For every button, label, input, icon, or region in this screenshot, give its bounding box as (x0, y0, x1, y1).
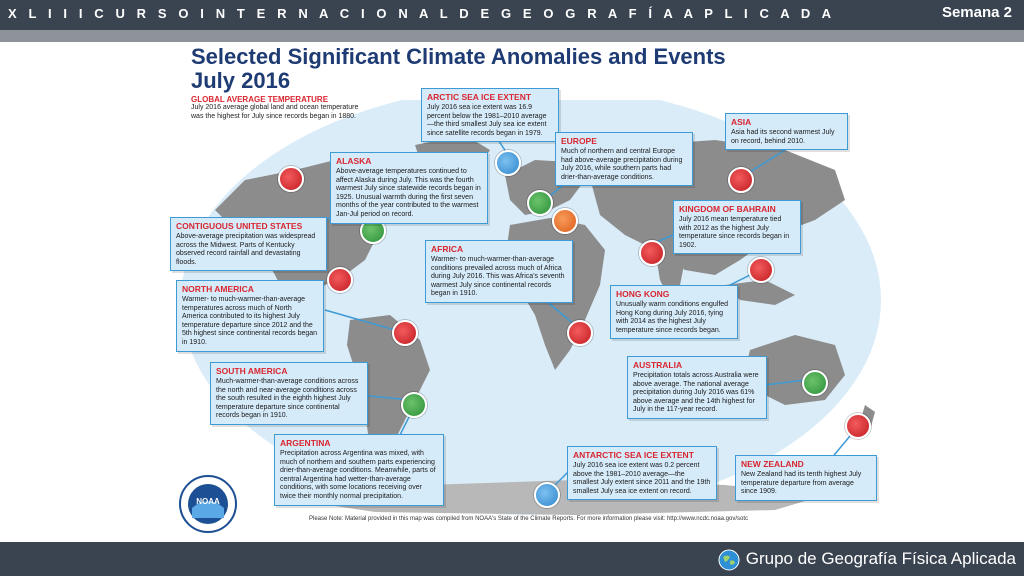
event-heading: NEW ZEALAND (741, 459, 804, 469)
header-strip (0, 30, 1024, 42)
event-body: July 2016 sea ice extent was 0.2 percent… (573, 462, 711, 495)
ice-icon (495, 150, 521, 176)
week-label: Semana 2 (941, 4, 1012, 21)
event-box-hong-kong: HONG KONG Unusually warm conditions engu… (610, 285, 738, 340)
globe-icon (718, 549, 740, 571)
global-temperature-body: July 2016 average global land and ocean … (191, 104, 359, 120)
poster-title: Selected Significant Climate Anomalies a… (191, 44, 726, 69)
event-heading: KINGDOM OF BAHRAIN (679, 204, 776, 214)
event-heading: NORTH AMERICA (182, 284, 254, 294)
event-body: Precipitation totals across Australia we… (633, 372, 759, 414)
event-body: New Zealand had its tenth highest July t… (741, 471, 862, 496)
event-box-asia: ASIA Asia had its second warmest July on… (725, 113, 848, 151)
event-body: Much-warmer-than-average conditions acro… (216, 378, 359, 420)
thermometer-icon (278, 166, 304, 192)
raindrop-icon (401, 392, 427, 418)
event-body: Warmer- to much-warmer-than-average temp… (182, 296, 318, 346)
event-body: Above-average precipitation was widespre… (176, 233, 316, 266)
thermometer-icon (748, 257, 774, 283)
title-bar: X L I I I C U R S O I N T E R N A C I O … (0, 0, 1024, 30)
event-box-arctic: ARCTIC SEA ICE EXTENT July 2016 sea ice … (421, 88, 559, 143)
se-asia-shape (725, 280, 795, 305)
event-box-new-zealand: NEW ZEALAND New Zealand had its tenth hi… (735, 455, 877, 501)
event-box-bahrain: KINGDOM OF BAHRAIN July 2016 mean temper… (673, 200, 801, 255)
global-temperature-note: GLOBAL AVERAGE TEMPERATURE July 2016 ave… (191, 95, 371, 121)
raindrop-icon (802, 370, 828, 396)
event-box-alaska: ALASKA Above-average temperatures contin… (330, 152, 488, 224)
thermometer-icon (728, 167, 754, 193)
event-heading: EUROPE (561, 136, 597, 146)
event-body: Warmer- to much-warmer-than-average cond… (431, 256, 565, 298)
poster-subtitle: July 2016 (191, 68, 291, 93)
event-heading: HONG KONG (616, 289, 670, 299)
footer-bar: Grupo de Geografía Física Aplicada (0, 542, 1024, 576)
event-heading: ARCTIC SEA ICE EXTENT (427, 92, 532, 102)
svg-text:NOAA: NOAA (196, 497, 220, 506)
event-heading: ARGENTINA (280, 438, 331, 448)
event-body: Much of northern and central Europe had … (561, 148, 683, 181)
source-note: Please Note: Material provided in this m… (309, 516, 749, 522)
event-heading: ANTARCTIC SEA ICE EXTENT (573, 450, 694, 460)
event-box-argentina: ARGENTINA Precipitation across Argentina… (274, 434, 444, 506)
thermometer-icon (845, 413, 871, 439)
event-box-south-america: SOUTH AMERICA Much-warmer-than-average c… (210, 362, 368, 425)
course-title: X L I I I C U R S O I N T E R N A C I O … (8, 6, 836, 21)
event-heading: SOUTH AMERICA (216, 366, 288, 376)
event-box-north-america: NORTH AMERICA Warmer- to much-warmer-tha… (176, 280, 324, 352)
group-name: Grupo de Geografía Física Aplicada (745, 549, 1016, 568)
event-body: July 2016 mean temperature tied with 201… (679, 216, 790, 249)
event-body: Above-average temperatures continued to … (336, 168, 481, 218)
thermometer-icon (639, 240, 665, 266)
event-body: Precipitation across Argentina was mixed… (280, 450, 436, 500)
event-body: Asia had its second warmest July on reco… (731, 129, 835, 145)
event-heading: ALASKA (336, 156, 372, 166)
event-box-africa: AFRICA Warmer- to much-warmer-than-avera… (425, 240, 573, 303)
event-heading: AFRICA (431, 244, 464, 254)
event-box-europe: EUROPE Much of northern and central Euro… (555, 132, 693, 187)
global-temperature-heading: GLOBAL AVERAGE TEMPERATURE (191, 95, 329, 104)
event-heading: CONTIGUOUS UNITED STATES (176, 221, 303, 231)
noaa-logo-icon: NOAA (179, 475, 237, 533)
event-heading: AUSTRALIA (633, 360, 683, 370)
thermometer-icon (392, 320, 418, 346)
event-box-antarctic: ANTARCTIC SEA ICE EXTENT July 2016 sea i… (567, 446, 717, 501)
event-box-australia: AUSTRALIA Precipitation totals across Au… (627, 356, 767, 419)
raindrop-icon (552, 208, 578, 234)
thermometer-icon (327, 267, 353, 293)
thermometer-icon (567, 320, 593, 346)
ice-icon (534, 482, 560, 508)
event-box-contiguous-us: CONTIGUOUS UNITED STATES Above-average p… (170, 217, 327, 272)
event-body: Unusually warm conditions engulfed Hong … (616, 301, 729, 334)
raindrop-icon (527, 190, 553, 216)
event-heading: ASIA (731, 117, 752, 127)
event-body: July 2016 sea ice extent was 16.9 percen… (427, 104, 547, 137)
